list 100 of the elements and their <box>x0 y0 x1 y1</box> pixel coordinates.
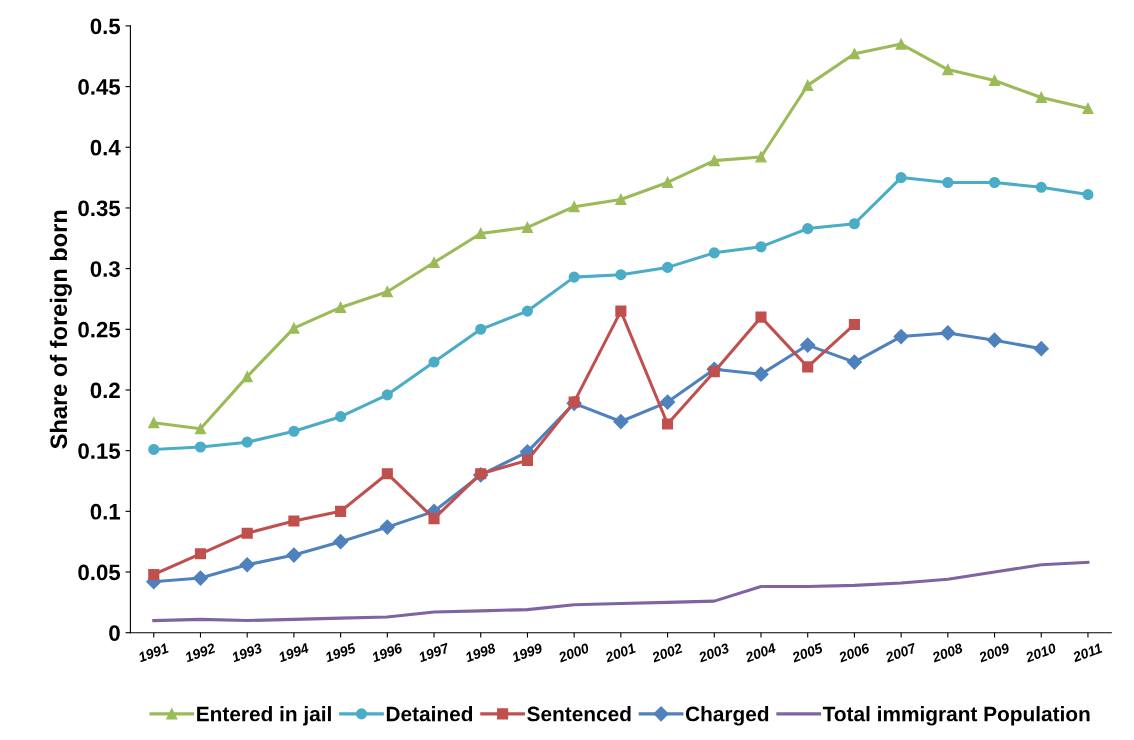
point <box>335 505 347 517</box>
x-tick-label: 2001 <box>604 643 636 663</box>
point <box>333 534 349 550</box>
point <box>568 271 580 283</box>
y-tick-label: 0.05 <box>78 564 121 581</box>
point <box>708 155 720 167</box>
point <box>148 417 160 429</box>
point <box>475 323 487 335</box>
y-tick-label: 0.5 <box>90 18 121 35</box>
point <box>568 201 580 213</box>
legend-label: Total immigrant Population <box>822 706 1090 726</box>
point <box>660 394 676 410</box>
y-tick-label: 0.15 <box>78 443 121 459</box>
y-tick-label: 0.25 <box>78 321 121 338</box>
x-tick-label: 1997 <box>417 642 451 663</box>
point <box>753 366 769 382</box>
x-tick-label: 1999 <box>511 642 544 663</box>
point <box>708 247 720 259</box>
legend-label: Charged <box>685 706 769 726</box>
point <box>381 389 393 401</box>
point <box>662 261 674 273</box>
point <box>288 515 300 527</box>
point <box>613 413 629 430</box>
point <box>288 322 300 334</box>
point <box>893 329 909 345</box>
x-tick-label: 1992 <box>184 642 217 663</box>
point <box>428 513 440 525</box>
point <box>802 223 814 235</box>
x-tick-label: 1994 <box>277 642 310 663</box>
point <box>194 423 207 435</box>
y-tick-label: 0 <box>109 625 120 641</box>
point <box>521 221 534 233</box>
point <box>1035 91 1047 104</box>
point <box>800 337 816 353</box>
point <box>988 74 1001 87</box>
point <box>381 468 393 480</box>
point <box>288 425 300 437</box>
point <box>239 557 255 573</box>
point <box>615 269 627 281</box>
point <box>1082 189 1094 201</box>
y-tick-label: 0.4 <box>90 139 121 156</box>
x-tick-label: 1991 <box>137 643 169 663</box>
y-tick-label: 0.3 <box>90 261 120 277</box>
point <box>846 354 862 370</box>
point <box>381 286 393 298</box>
point <box>241 371 253 383</box>
legend-label: Entered in jail <box>197 706 331 726</box>
point <box>379 519 395 535</box>
x-tick-label: 2008 <box>931 642 964 663</box>
point <box>942 176 954 189</box>
point <box>241 436 253 448</box>
x-tick-label: 2004 <box>744 642 777 663</box>
point <box>1082 102 1094 114</box>
x-tick-label: 2007 <box>884 642 918 663</box>
point <box>662 176 674 189</box>
x-tick-label: 2006 <box>837 642 871 663</box>
y-tick-label: 0.2 <box>90 382 120 399</box>
point <box>521 305 534 317</box>
point <box>148 568 160 581</box>
point <box>192 570 209 586</box>
y-tick-label: 0.35 <box>78 200 121 217</box>
point <box>1033 341 1049 357</box>
point <box>662 418 674 430</box>
point <box>521 454 534 466</box>
point <box>848 218 860 230</box>
x-tick-label: 1996 <box>370 642 404 663</box>
x-tick-label: 1998 <box>464 642 497 663</box>
x-tick-label: 1995 <box>324 642 357 663</box>
point <box>194 441 207 453</box>
legend-label: Sentenced <box>527 706 631 722</box>
point <box>615 305 627 317</box>
point <box>335 301 347 314</box>
point <box>1035 181 1047 193</box>
point <box>755 311 767 323</box>
x-tick-label: 2000 <box>557 642 590 663</box>
line-series <box>152 560 1090 623</box>
point <box>940 325 956 341</box>
point <box>986 332 1003 348</box>
point <box>988 176 1001 189</box>
point <box>194 548 207 560</box>
y-axis-title: Share of foreign born <box>49 210 72 449</box>
point <box>615 193 627 206</box>
x-tick-label: 2002 <box>650 642 684 663</box>
point <box>802 361 814 373</box>
point <box>848 318 860 331</box>
legend-label: Detained <box>386 706 473 722</box>
point <box>286 547 302 563</box>
point <box>241 527 253 539</box>
x-tick-label: 2009 <box>977 642 1011 663</box>
point <box>428 256 440 269</box>
point <box>895 172 907 184</box>
y-tick-label: 0.45 <box>78 79 121 95</box>
x-tick-label: 2011 <box>1071 643 1103 663</box>
point <box>475 227 487 239</box>
point <box>848 48 860 60</box>
point <box>755 241 767 253</box>
point <box>755 151 767 163</box>
point <box>335 411 347 423</box>
point <box>802 79 814 91</box>
x-tick-label: 2003 <box>697 642 730 663</box>
